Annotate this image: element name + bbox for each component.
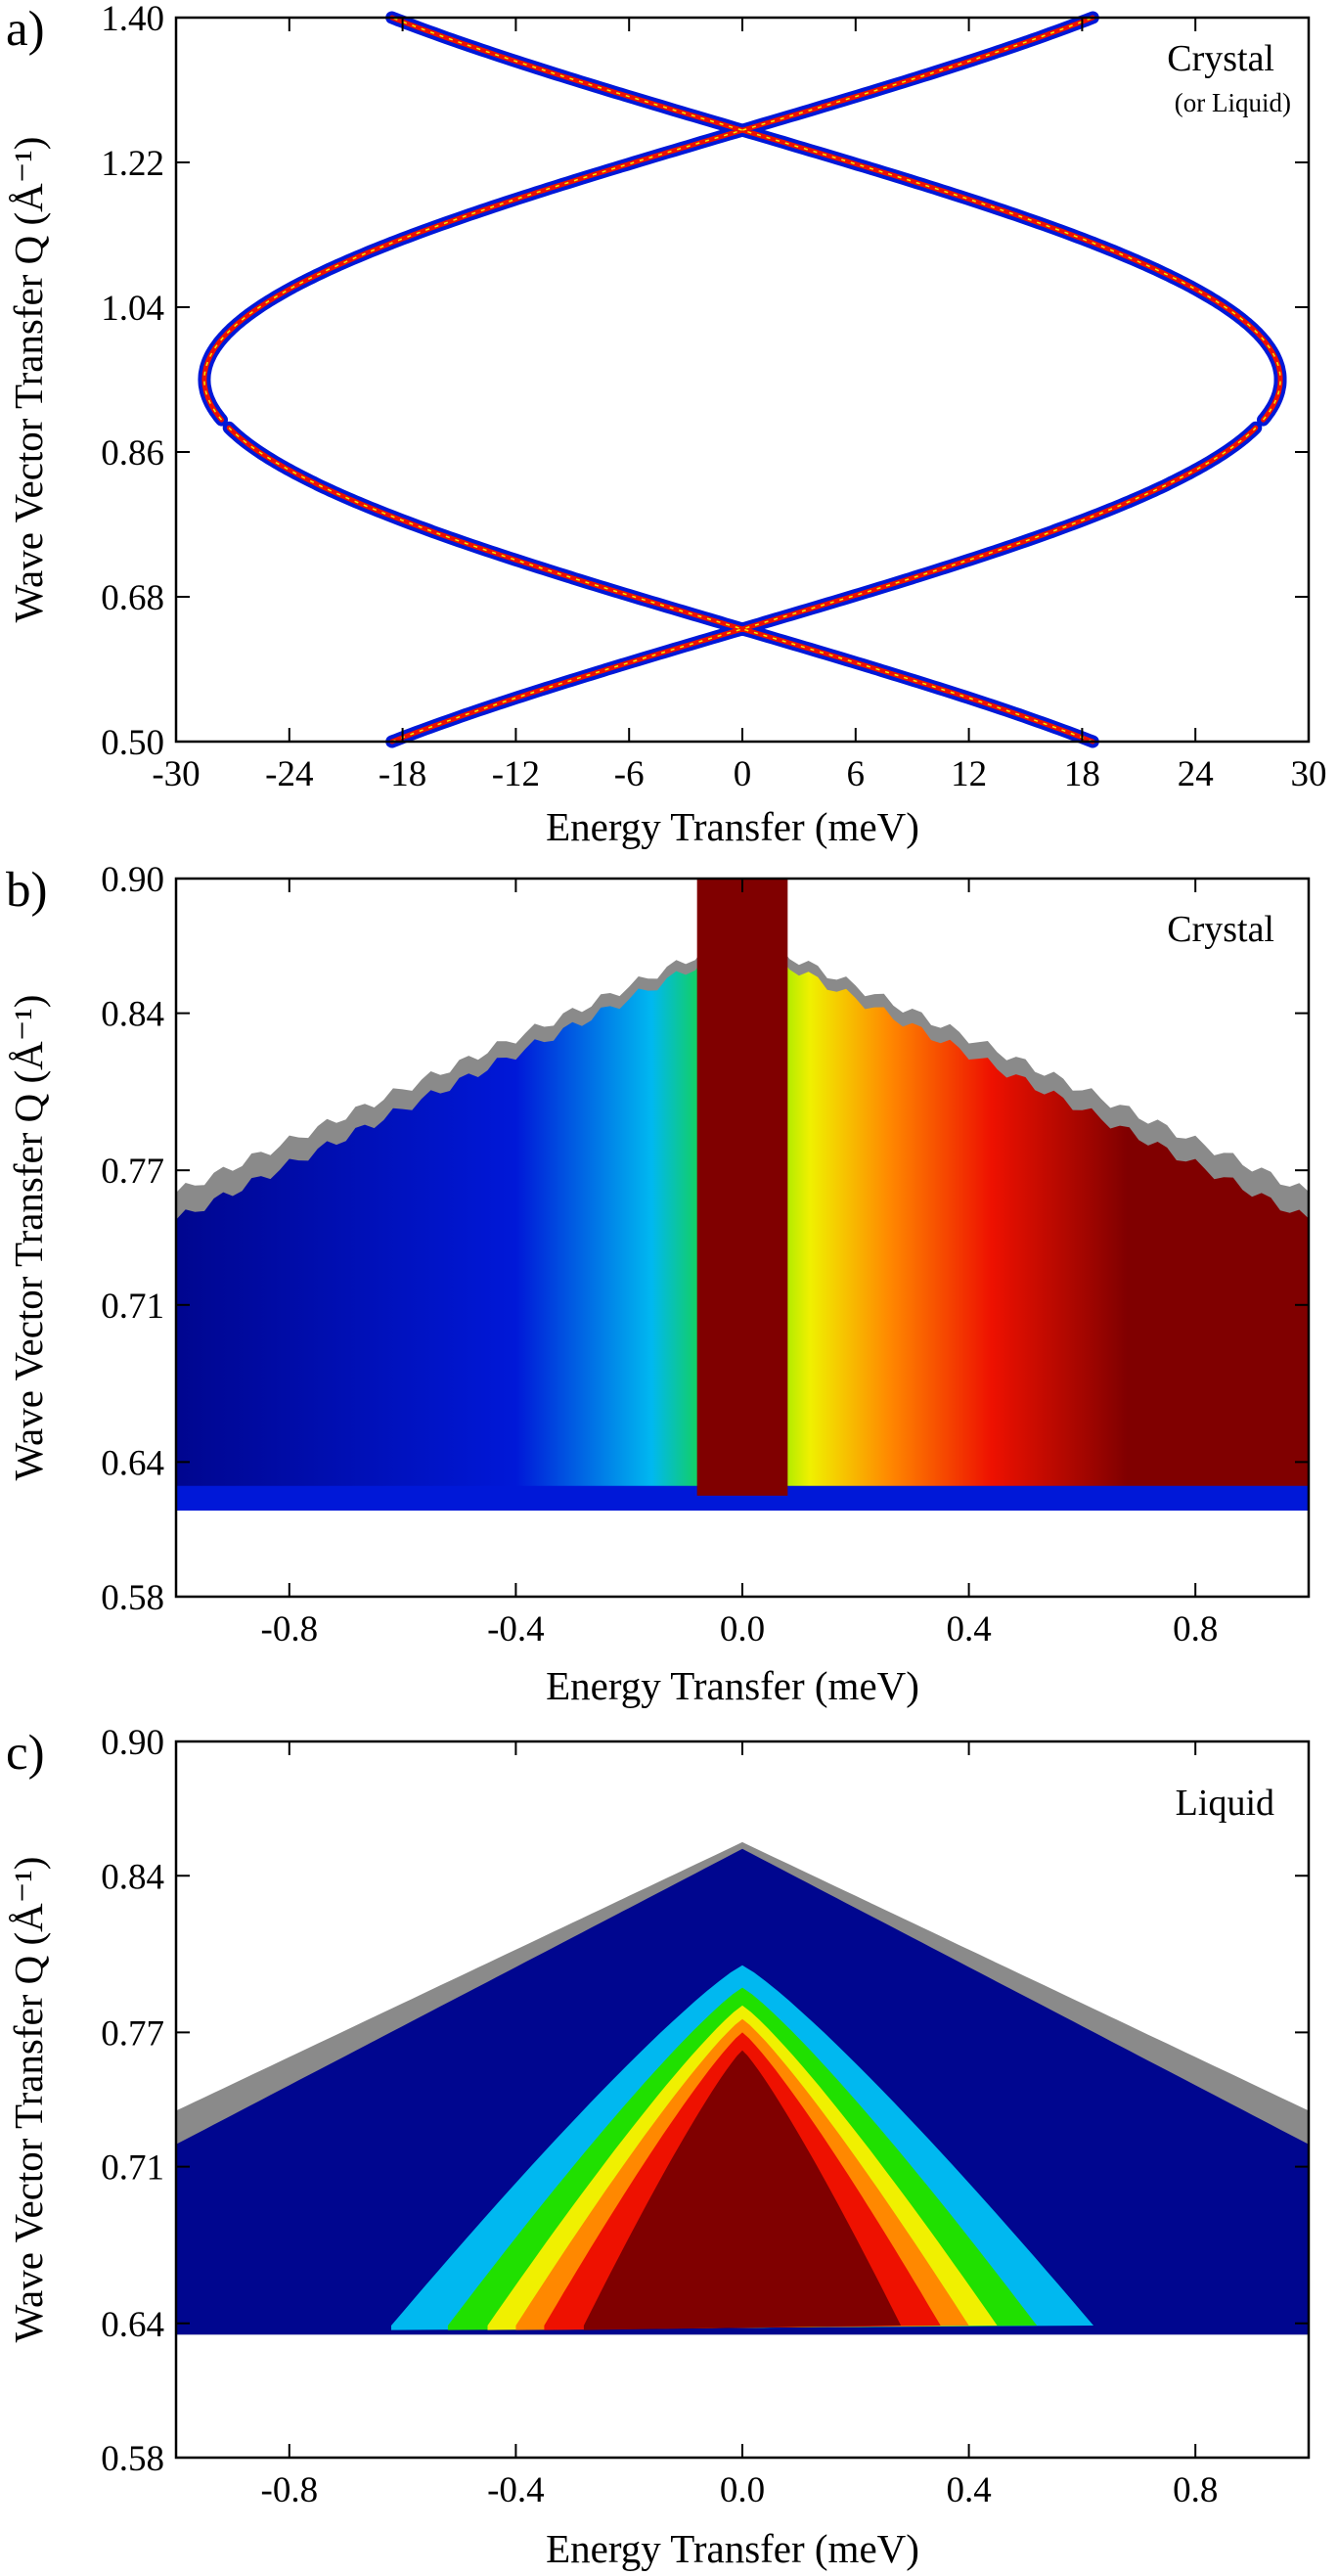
x-tick-label: -18 [379,754,426,794]
x-tick-label: 12 [951,754,987,794]
panel-c-x-tick-labels: -0.8 -0.4 0.0 0.4 0.8 [261,1741,1218,2510]
panel-b-x-tick-labels: -0.8 -0.4 0.0 0.4 0.8 [261,879,1218,1650]
panel-b-y-tick-labels: 0.58 0.64 0.71 0.77 0.84 0.90 [101,860,1309,1618]
y-tick-label: 0.71 [101,1287,164,1327]
panel-a: -30 -24 -18 -12 -6 0 6 12 18 24 30 0.50 0.68 0.86 1.0… [6,0,1327,849]
elastic-line [696,879,788,1496]
x-tick-label: -24 [265,754,313,794]
x-tick-label: 6 [847,754,866,794]
x-tick-label: -0.8 [261,2470,319,2510]
y-tick-label: 0.84 [101,1857,164,1897]
panel-a-x-axis-label: Energy Transfer (meV) [546,804,919,849]
x-tick-label: 0.4 [946,2470,991,2510]
low-q-edge-strip [176,1485,1309,1511]
panel-a-x-tick-labels: -30 -24 -18 -12 -6 0 6 12 18 24 30 [152,18,1327,794]
x-tick-label: -30 [152,754,200,794]
panel-a-y-axis-label: Wave Vector Transfer Q (Å⁻¹) [6,137,51,623]
y-tick-label: 1.04 [101,289,164,329]
y-tick-label: 0.68 [101,578,164,618]
y-tick-label: 0.50 [101,723,164,763]
panel-c: -0.8 -0.4 0.0 0.4 0.8 0.580.640.710.770.840.… [6,1723,1311,2571]
panel-c-plot-content [176,1841,1309,2335]
y-tick-label: 0.71 [101,2148,164,2189]
x-tick-label: 18 [1064,754,1100,794]
y-tick-label: 0.84 [101,995,164,1035]
y-tick-label: 0.86 [101,433,164,474]
x-tick-label: 0.0 [720,2470,765,2510]
panel-b-annotation: Crystal [1167,909,1274,950]
y-tick-label: 0.77 [101,1152,164,1192]
dispersion-band [198,11,1287,748]
y-tick-label: 0.90 [101,860,164,900]
x-tick-label: 24 [1178,754,1214,794]
panel-c-y-tick-labels: 0.58 0.64 0.71 0.77 0.84 0.90 [101,1723,1309,2479]
panel-a-y-tick-labels: 0.50 0.68 0.86 1.04 1.22 1.40 [101,0,1309,763]
panel-c-x-axis-label: Energy Transfer (meV) [546,2526,919,2571]
x-tick-label: -0.4 [487,1609,545,1650]
y-tick-label: 0.58 [101,1578,164,1618]
x-tick-label: 0 [734,754,752,794]
x-tick-label: -0.4 [487,2470,545,2510]
x-tick-label: 0.8 [1173,2470,1218,2510]
x-tick-label: -0.8 [261,1609,319,1650]
dispersion-band-core [201,15,1283,745]
y-tick-label: 1.22 [101,144,164,184]
panel-a-plot-content [198,11,1287,748]
y-tick-label: 0.77 [101,2013,164,2054]
y-tick-label: 0.90 [101,1723,164,1763]
x-tick-label: 0.4 [946,1609,991,1650]
panel-a-letter: a) [6,2,45,57]
panel-c-y-axis-label: Wave Vector Transfer Q (Å⁻¹) [6,1857,51,2343]
y-tick-label: 1.40 [101,0,164,39]
x-tick-label: -12 [492,754,540,794]
panel-b-y-axis-label: Wave Vector Transfer Q (Å⁻¹) [6,995,51,1481]
x-tick-label: -6 [614,754,645,794]
y-tick-label: 0.58 [101,2439,164,2479]
panel-c-letter: c) [6,1726,45,1781]
panel-a-annotation: Crystal [1167,38,1274,79]
x-tick-label: 30 [1291,754,1327,794]
x-tick-label: 0.0 [720,1609,765,1650]
panel-b-letter: b) [6,863,47,918]
dark-red-core [583,2050,902,2330]
panel-c-annotation: Liquid [1176,1783,1274,1824]
panel-a-annotation-sub: (or Liquid) [1175,88,1291,117]
panel-b: -0.8 -0.4 0.0 0.4 0.8 0.580.640.710.770.840.… [6,860,1311,1708]
y-tick-label: 0.64 [101,1443,164,1483]
x-tick-label: 0.8 [1173,1609,1218,1650]
y-tick-label: 0.64 [101,2305,164,2345]
panel-b-x-axis-label: Energy Transfer (meV) [546,1663,919,1708]
panel-b-plot-content [176,879,1309,1511]
